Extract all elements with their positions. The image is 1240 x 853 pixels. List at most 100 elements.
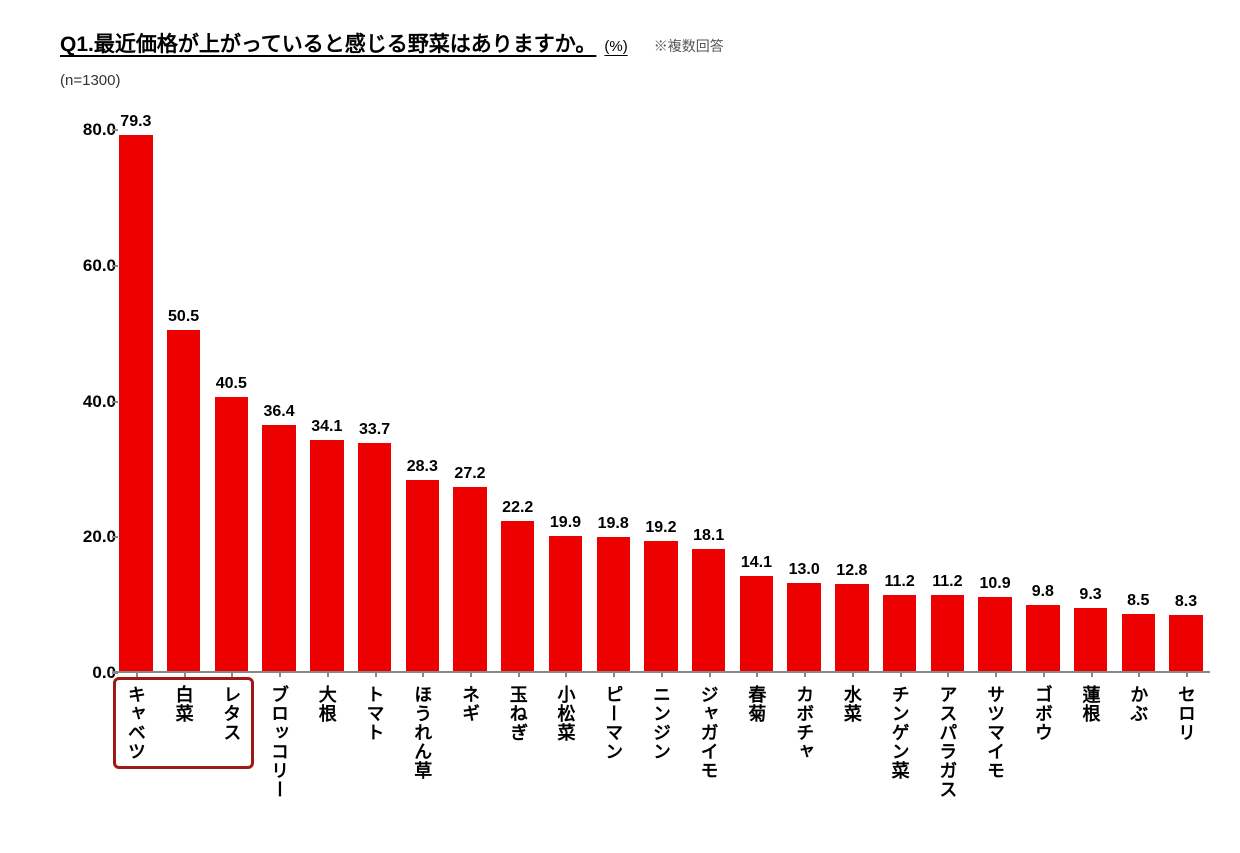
bar: 79.3 <box>119 135 152 671</box>
bar-value-label: 33.7 <box>359 421 390 439</box>
bar-category-label: ネギ <box>457 685 483 723</box>
bar-slot: 18.1ジャガイモ <box>685 130 733 671</box>
x-tick-mark <box>136 671 138 677</box>
bar: 33.7 <box>358 443 391 671</box>
bar-slot: 19.2ニンジン <box>637 130 685 671</box>
bar: 34.1 <box>310 440 343 671</box>
bar-value-label: 36.4 <box>263 403 294 421</box>
bar: 40.5 <box>215 397 248 671</box>
bar-category-label: 白菜 <box>171 685 197 723</box>
bar-category-label: かぶ <box>1125 685 1151 723</box>
bar: 22.2 <box>501 521 534 671</box>
x-tick-mark <box>231 671 233 677</box>
bar-category-label: カボチャ <box>791 685 817 761</box>
plot-area: 79.3キャベツ50.5白菜40.5レタス36.4ブロッコリー34.1大根33.… <box>112 130 1210 673</box>
bar-category-label: ほうれん草 <box>409 685 435 780</box>
bar: 9.8 <box>1026 605 1059 671</box>
bar: 14.1 <box>740 576 773 671</box>
bar-category-label: サツマイモ <box>982 685 1008 780</box>
bar: 27.2 <box>453 487 486 671</box>
x-tick-mark <box>470 671 472 677</box>
bar: 8.3 <box>1169 615 1202 671</box>
bar-value-label: 27.2 <box>454 465 485 483</box>
bar-category-label: アスパラガス <box>934 685 960 799</box>
bar-slot: 11.2アスパラガス <box>923 130 971 671</box>
bar-slot: 33.7トマト <box>351 130 399 671</box>
bar: 10.9 <box>978 597 1011 671</box>
x-tick-mark <box>900 671 902 677</box>
x-tick-mark <box>852 671 854 677</box>
bar-value-label: 22.2 <box>502 499 533 517</box>
bar-value-label: 79.3 <box>120 113 151 131</box>
x-tick-mark <box>709 671 711 677</box>
bar-slot: 79.3キャベツ <box>112 130 160 671</box>
bar: 13.0 <box>787 583 820 671</box>
chart-title: Q1.最近価格が上がっていると感じる野菜はありますか。 <box>60 28 596 58</box>
chart-container: Q1.最近価格が上がっていると感じる野菜はありますか。 (%) ※複数回答 (n… <box>0 0 1240 853</box>
bar-value-label: 19.2 <box>645 519 676 537</box>
y-tick-label: 40.0 <box>70 392 116 412</box>
bar-slot: 9.8ゴボウ <box>1019 130 1067 671</box>
bar-value-label: 9.8 <box>1032 583 1054 601</box>
bar: 11.2 <box>931 595 964 671</box>
bar: 11.2 <box>883 595 916 671</box>
x-tick-mark <box>327 671 329 677</box>
x-tick-mark <box>375 671 377 677</box>
bar-category-label: ジャガイモ <box>696 685 722 780</box>
bar-value-label: 10.9 <box>980 575 1011 593</box>
bar-value-label: 40.5 <box>216 375 247 393</box>
bar-slot: 14.1春菊 <box>733 130 781 671</box>
bar-slot: 12.8水菜 <box>828 130 876 671</box>
bar-slot: 8.5かぶ <box>1114 130 1162 671</box>
y-tick-label: 0.0 <box>70 663 116 683</box>
bar-slot: 22.2玉ねぎ <box>494 130 542 671</box>
bar-category-label: チンゲン菜 <box>887 685 913 780</box>
bar-value-label: 14.1 <box>741 554 772 572</box>
bar-category-label: 蓮根 <box>1078 685 1104 723</box>
bar-category-label: ピーマン <box>600 685 626 761</box>
x-tick-mark <box>804 671 806 677</box>
bar-slot: 11.2チンゲン菜 <box>876 130 924 671</box>
bar: 36.4 <box>262 425 295 671</box>
bar-slot: 28.3ほうれん草 <box>398 130 446 671</box>
bar-value-label: 12.8 <box>836 562 867 580</box>
bar-category-label: 玉ねぎ <box>505 685 531 742</box>
x-tick-mark <box>184 671 186 677</box>
bar-value-label: 28.3 <box>407 458 438 476</box>
bars-row: 79.3キャベツ50.5白菜40.5レタス36.4ブロッコリー34.1大根33.… <box>112 130 1210 671</box>
bar-value-label: 8.5 <box>1127 592 1149 610</box>
bar-slot: 9.3蓮根 <box>1067 130 1115 671</box>
bar-value-label: 11.2 <box>932 573 962 591</box>
bar-slot: 40.5レタス <box>207 130 255 671</box>
bar-value-label: 11.2 <box>884 573 914 591</box>
bar: 18.1 <box>692 549 725 671</box>
bar-slot: 19.8ピーマン <box>589 130 637 671</box>
chart-subtitle: (n=1300) <box>60 72 1200 89</box>
bar-category-label: 小松菜 <box>552 685 578 742</box>
x-tick-mark <box>279 671 281 677</box>
chart-note: ※複数回答 <box>654 36 724 56</box>
bar-category-label: キャベツ <box>123 685 149 761</box>
bar-value-label: 9.3 <box>1079 586 1101 604</box>
bar-category-label: 水菜 <box>839 685 865 723</box>
x-tick-mark <box>947 671 949 677</box>
bar-slot: 36.4ブロッコリー <box>255 130 303 671</box>
bar-value-label: 18.1 <box>693 527 724 545</box>
x-tick-mark <box>613 671 615 677</box>
bar-value-label: 8.3 <box>1175 593 1197 611</box>
bar-category-label: 大根 <box>314 685 340 723</box>
bar: 8.5 <box>1122 614 1155 671</box>
bar-category-label: ブロッコリー <box>266 685 292 799</box>
x-tick-mark <box>1091 671 1093 677</box>
y-tick-label: 60.0 <box>70 256 116 276</box>
bar-value-label: 19.9 <box>550 514 581 532</box>
bar: 9.3 <box>1074 608 1107 671</box>
bar-slot: 19.9小松菜 <box>542 130 590 671</box>
bar-slot: 34.1大根 <box>303 130 351 671</box>
x-tick-mark <box>1138 671 1140 677</box>
bar-value-label: 19.8 <box>598 515 629 533</box>
x-tick-mark <box>1043 671 1045 677</box>
plot-wrapper: 0.020.040.060.080.0 79.3キャベツ50.5白菜40.5レタ… <box>70 130 1210 673</box>
y-tick-label: 80.0 <box>70 120 116 140</box>
bar: 50.5 <box>167 330 200 672</box>
